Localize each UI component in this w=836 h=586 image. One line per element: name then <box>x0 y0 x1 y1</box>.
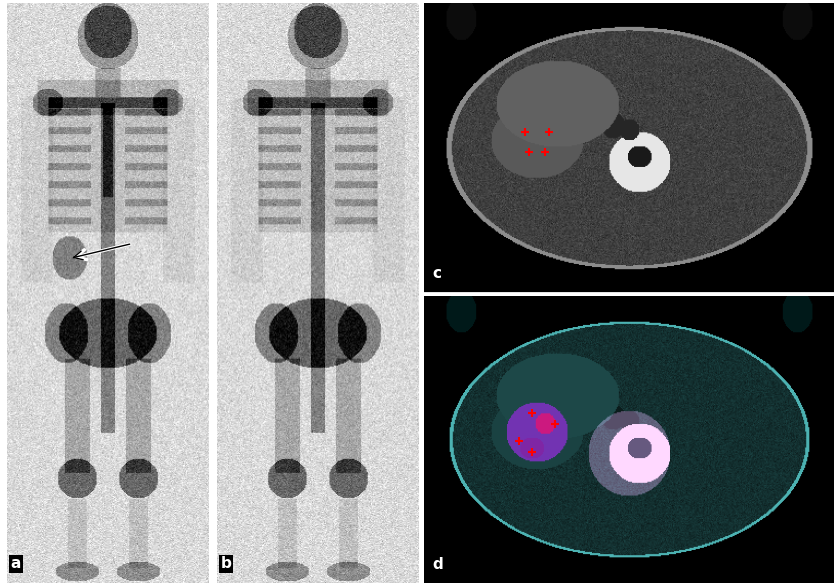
Text: b: b <box>221 557 232 571</box>
Text: a: a <box>11 557 21 571</box>
Text: d: d <box>432 557 443 571</box>
Text: c: c <box>432 267 441 281</box>
